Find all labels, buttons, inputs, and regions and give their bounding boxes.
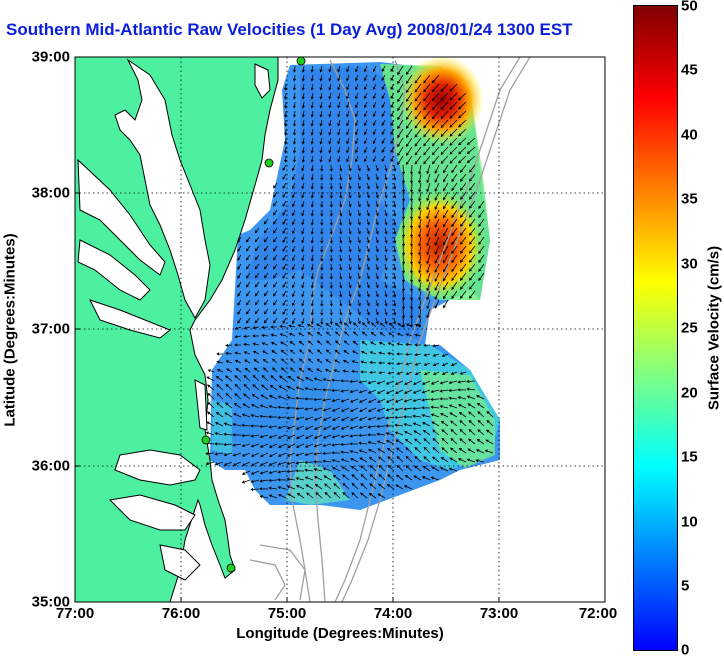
colorbar-tick-label: 50	[681, 0, 698, 15]
x-tick-label: 72:00	[578, 605, 618, 622]
x-tick-label: 73:00	[479, 605, 519, 622]
x-axis-label: Longitude (Degrees:Minutes)	[236, 625, 444, 642]
current-vector-arrows	[205, 65, 494, 499]
y-tick-label: 37:00	[31, 320, 70, 338]
y-tick-label: 36:00	[31, 457, 70, 475]
y-tick-label: 39:00	[31, 48, 70, 66]
station-marker	[296, 57, 306, 66]
station-marker	[226, 563, 236, 573]
colorbar-tick-label: 25	[681, 319, 698, 337]
current-vectors	[205, 65, 494, 499]
colorbar-tick-label: 40	[681, 126, 698, 144]
x-tick-label: 76:00	[161, 605, 201, 622]
y-tick-label: 35:00	[31, 593, 70, 611]
colorbar-tick-label: 30	[681, 255, 698, 273]
colorbar-label: Surface Velocity (cm/s)	[705, 245, 723, 411]
colorbar-tick-label: 15	[681, 448, 698, 466]
grid-lines	[75, 57, 605, 602]
colorbar-tick-label: 45	[681, 61, 698, 79]
bathymetry-contours	[249, 57, 531, 602]
colorbar-tick-label: 35	[681, 190, 698, 208]
y-axis-label: Latitude (Degrees:Minutes)	[1, 233, 19, 427]
colorbar-tick-label: 5	[681, 577, 690, 595]
colorbar-tick-label: 20	[681, 384, 698, 402]
station-marker	[201, 435, 211, 445]
x-tick-label: 75:00	[267, 605, 307, 622]
x-tick-label: 77:00	[55, 605, 95, 622]
colorbar-tick-label: 10	[681, 513, 698, 531]
x-tick-label: 74:00	[373, 605, 413, 622]
colorbar	[633, 5, 678, 651]
station-marker	[264, 158, 274, 168]
radar-stations	[201, 57, 306, 573]
y-tick-label: 38:00	[31, 184, 70, 202]
map-title: Southern Mid-Atlantic Raw Velocities (1 …	[6, 20, 573, 39]
colorbar-tick-label: 0	[681, 641, 690, 659]
